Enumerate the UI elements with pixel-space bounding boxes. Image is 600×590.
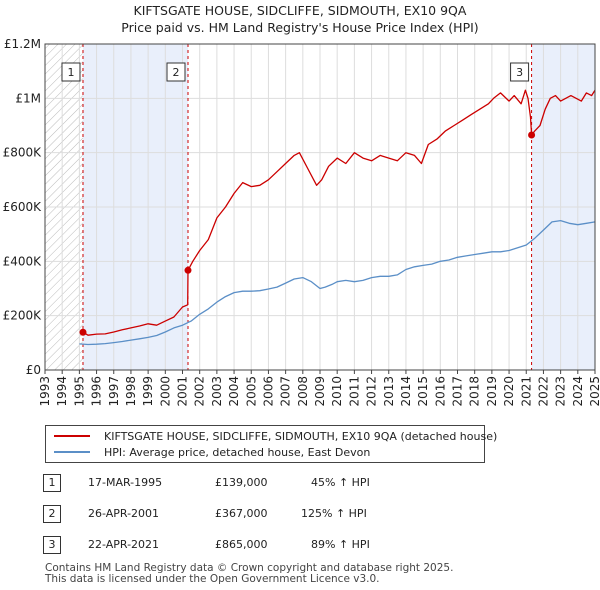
hpi-line: [79, 219, 596, 346]
transaction-date: 17-MAR-1995: [88, 476, 163, 489]
x-tick-label: 1998: [124, 376, 138, 407]
transaction-number-badge: 2: [43, 505, 61, 523]
chart-title: KIFTSGATE HOUSE, SIDCLIFFE, SIDMOUTH, EX…: [133, 3, 467, 18]
y-tick-label: £1M: [15, 91, 41, 105]
x-tick-label: 2006: [261, 376, 275, 407]
legend-swatch-property: [54, 435, 90, 437]
x-tick-label: 2013: [382, 376, 396, 407]
legend-label-hpi: HPI: Average price, detached house, East…: [104, 446, 371, 459]
sale-marker-label: 3: [516, 66, 523, 79]
x-tick-label: 2001: [176, 376, 190, 407]
x-tick-label: 2016: [433, 376, 447, 407]
legend-item-hpi: HPI: Average price, detached house, East…: [54, 446, 370, 460]
x-tick-label: 2025: [588, 376, 600, 407]
x-tick-label: 2023: [554, 376, 568, 407]
x-tick-label: 2005: [244, 376, 258, 407]
sale-point: [79, 328, 87, 336]
transaction-price: £139,000: [215, 476, 268, 489]
x-tick-label: 2009: [313, 376, 327, 407]
x-tick-label: 2012: [365, 376, 379, 407]
y-tick-label: £400K: [3, 254, 43, 268]
x-tick-label: 1994: [55, 376, 69, 407]
transaction-number-badge: 3: [43, 536, 61, 554]
x-tick-label: 2017: [451, 376, 465, 407]
copyright-notice: Contains HM Land Registry data © Crown c…: [45, 562, 454, 574]
sale-marker-box: [61, 62, 81, 82]
legend-label-property: KIFTSGATE HOUSE, SIDCLIFFE, SIDMOUTH, EX…: [104, 430, 498, 443]
x-tick-label: 2024: [571, 376, 585, 407]
y-tick-label: £1.2M: [4, 37, 41, 51]
transaction-hpi-change: 45% ↑ HPI: [311, 476, 370, 489]
sale-marker-label: 1: [67, 66, 74, 79]
legend-swatch-hpi: [54, 451, 90, 453]
x-tick-label: 2020: [502, 376, 516, 407]
x-tick-label: 1999: [141, 376, 155, 407]
sale-point: [528, 131, 536, 139]
y-tick-label: £800K: [3, 146, 43, 160]
property-price-line: [82, 89, 596, 336]
x-tick-label: 2002: [193, 376, 207, 407]
x-tick-label: 2004: [227, 376, 241, 407]
x-tick-label: 1996: [90, 376, 104, 407]
transaction-date: 26-APR-2001: [88, 507, 160, 520]
legend-item-property: KIFTSGATE HOUSE, SIDCLIFFE, SIDMOUTH, EX…: [54, 430, 497, 444]
sale-marker-box: [510, 62, 530, 82]
x-tick-label: 2018: [468, 376, 482, 407]
x-tick-label: 2011: [347, 376, 361, 407]
x-tick-label: 2003: [210, 376, 224, 407]
x-tick-label: 2021: [519, 376, 533, 407]
x-tick-label: 1997: [107, 376, 121, 407]
y-tick-label: £600K: [3, 200, 43, 214]
y-tick-label: £200K: [3, 309, 43, 323]
transaction-price: £367,000: [215, 507, 268, 520]
transaction-price: £865,000: [215, 538, 268, 551]
x-tick-label: 2015: [416, 376, 430, 407]
transaction-number-badge: 1: [43, 474, 61, 492]
x-tick-label: 2010: [330, 376, 344, 407]
x-tick-label: 2014: [399, 376, 413, 407]
sale-marker-label: 2: [173, 66, 180, 79]
x-tick-label: 2000: [158, 376, 172, 407]
sale-marker-box: [166, 62, 186, 82]
x-tick-label: 1993: [38, 376, 52, 407]
licence-notice: This data is licensed under the Open Gov…: [45, 573, 380, 585]
transaction-hpi-change: 89% ↑ HPI: [311, 538, 370, 551]
chart-subtitle: Price paid vs. HM Land Registry's House …: [121, 20, 479, 35]
x-tick-label: 2022: [536, 376, 550, 407]
sale-point: [184, 266, 192, 274]
x-tick-label: 2007: [279, 376, 293, 407]
transaction-hpi-change: 125% ↑ HPI: [301, 507, 367, 520]
transaction-date: 22-APR-2021: [88, 538, 160, 551]
y-tick-label: £0: [26, 363, 41, 377]
x-tick-label: 2008: [296, 376, 310, 407]
x-tick-label: 1995: [72, 376, 86, 407]
chart-legend: KIFTSGATE HOUSE, SIDCLIFFE, SIDMOUTH, EX…: [45, 425, 497, 463]
plot-frame: [44, 43, 596, 371]
x-tick-label: 2019: [485, 376, 499, 407]
